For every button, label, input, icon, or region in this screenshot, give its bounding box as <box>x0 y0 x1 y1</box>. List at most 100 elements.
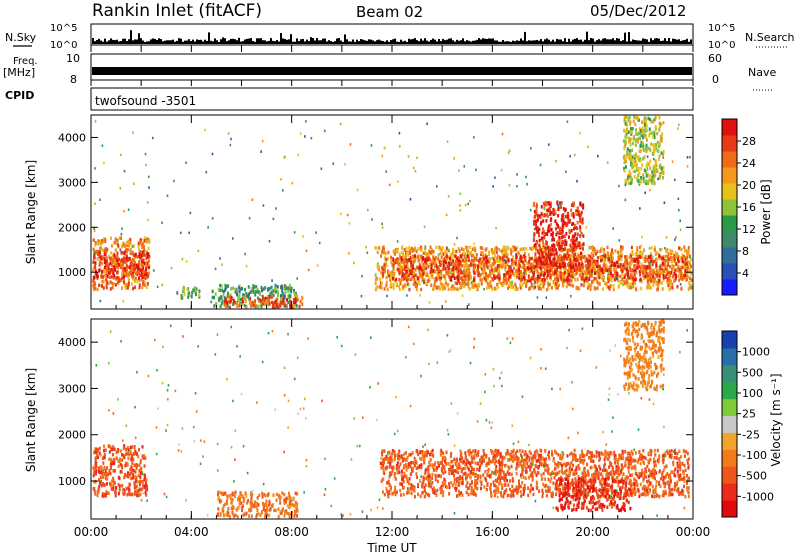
data-cell <box>122 271 125 276</box>
data-cell <box>469 275 472 279</box>
data-cell <box>144 239 147 243</box>
data-cell <box>265 499 268 504</box>
data-cell <box>684 259 687 264</box>
data-cell <box>94 167 96 170</box>
data-cell <box>290 498 293 503</box>
data-cell <box>238 497 241 502</box>
data-cell <box>379 277 382 282</box>
data-cell <box>496 256 499 260</box>
data-cell <box>489 280 492 284</box>
data-cell <box>569 255 572 260</box>
data-cell <box>294 293 297 298</box>
data-cell <box>445 252 448 256</box>
data-cell <box>447 271 450 275</box>
data-cell <box>283 501 286 505</box>
data-cell <box>125 243 128 247</box>
data-cell <box>453 276 456 281</box>
data-cell <box>118 257 121 262</box>
data-cell <box>565 242 568 247</box>
nsky-bar <box>150 39 152 44</box>
data-cell <box>131 492 134 496</box>
data-cell <box>390 263 393 267</box>
data-cell <box>197 249 200 253</box>
nsky-bar <box>228 40 230 44</box>
data-cell <box>244 299 247 304</box>
nsky-bar <box>512 40 514 44</box>
data-cell <box>625 129 628 134</box>
data-cell <box>475 268 478 273</box>
nsky-bar <box>528 40 530 44</box>
data-cell <box>125 271 128 275</box>
data-cell <box>445 271 448 275</box>
data-cell <box>430 250 433 255</box>
data-cell <box>598 264 601 269</box>
data-cell <box>573 201 576 206</box>
data-cell <box>110 236 113 240</box>
data-cell <box>569 283 572 287</box>
data-cell <box>534 256 537 261</box>
data-cell <box>543 213 546 218</box>
data-cell <box>500 168 503 172</box>
data-cell <box>546 214 549 219</box>
data-cell <box>114 267 117 272</box>
data-cell <box>288 491 291 496</box>
data-cell <box>497 259 500 263</box>
data-cell <box>576 241 579 245</box>
data-cell <box>538 243 541 248</box>
data-cell <box>677 269 680 273</box>
data-cell <box>409 198 412 201</box>
data-cell <box>94 492 97 496</box>
data-cell <box>434 277 437 281</box>
data-cell <box>632 170 635 173</box>
data-cell <box>475 252 478 257</box>
nsky-bar <box>544 39 546 44</box>
data-cell <box>109 459 112 464</box>
nsky-bar <box>564 38 566 44</box>
data-cell <box>629 157 632 161</box>
data-cell <box>131 476 134 480</box>
data-cell <box>285 496 288 501</box>
data-cell <box>374 273 377 277</box>
data-cell <box>652 130 655 134</box>
data-cell <box>499 256 502 260</box>
data-cell <box>532 238 535 243</box>
data-cell <box>131 272 134 276</box>
data-cell <box>467 274 470 279</box>
data-cell <box>494 266 497 271</box>
data-cell <box>527 267 530 271</box>
data-cell <box>630 137 633 141</box>
data-cell <box>140 466 143 471</box>
data-cell <box>590 246 593 250</box>
data-cell <box>261 491 264 496</box>
data-cell <box>282 292 285 296</box>
data-cell <box>625 159 628 164</box>
data-cell <box>393 251 396 255</box>
data-cell <box>633 175 636 179</box>
data-cell <box>683 245 686 249</box>
data-cell <box>631 276 634 280</box>
data-cell <box>465 273 468 278</box>
data-cell <box>114 255 117 259</box>
data-cell <box>624 255 627 259</box>
data-cell <box>649 117 652 122</box>
data-cell <box>553 257 556 261</box>
data-cell <box>644 147 647 152</box>
data-cell <box>414 273 417 278</box>
data-cell <box>455 276 458 280</box>
data-cell <box>534 277 537 281</box>
data-cell <box>101 494 104 498</box>
data-cell <box>576 226 579 231</box>
data-cell <box>254 293 257 297</box>
data-cell <box>383 263 386 267</box>
data-cell <box>576 179 578 183</box>
data-cell <box>454 259 457 264</box>
data-cell <box>467 256 470 261</box>
data-cell <box>424 251 427 256</box>
data-cell <box>604 254 607 258</box>
data-cell <box>138 448 141 452</box>
data-cell <box>660 139 663 143</box>
data-cell <box>123 251 126 256</box>
data-cell <box>409 260 412 264</box>
data-cell <box>94 275 97 280</box>
nsky-bar <box>344 34 346 44</box>
